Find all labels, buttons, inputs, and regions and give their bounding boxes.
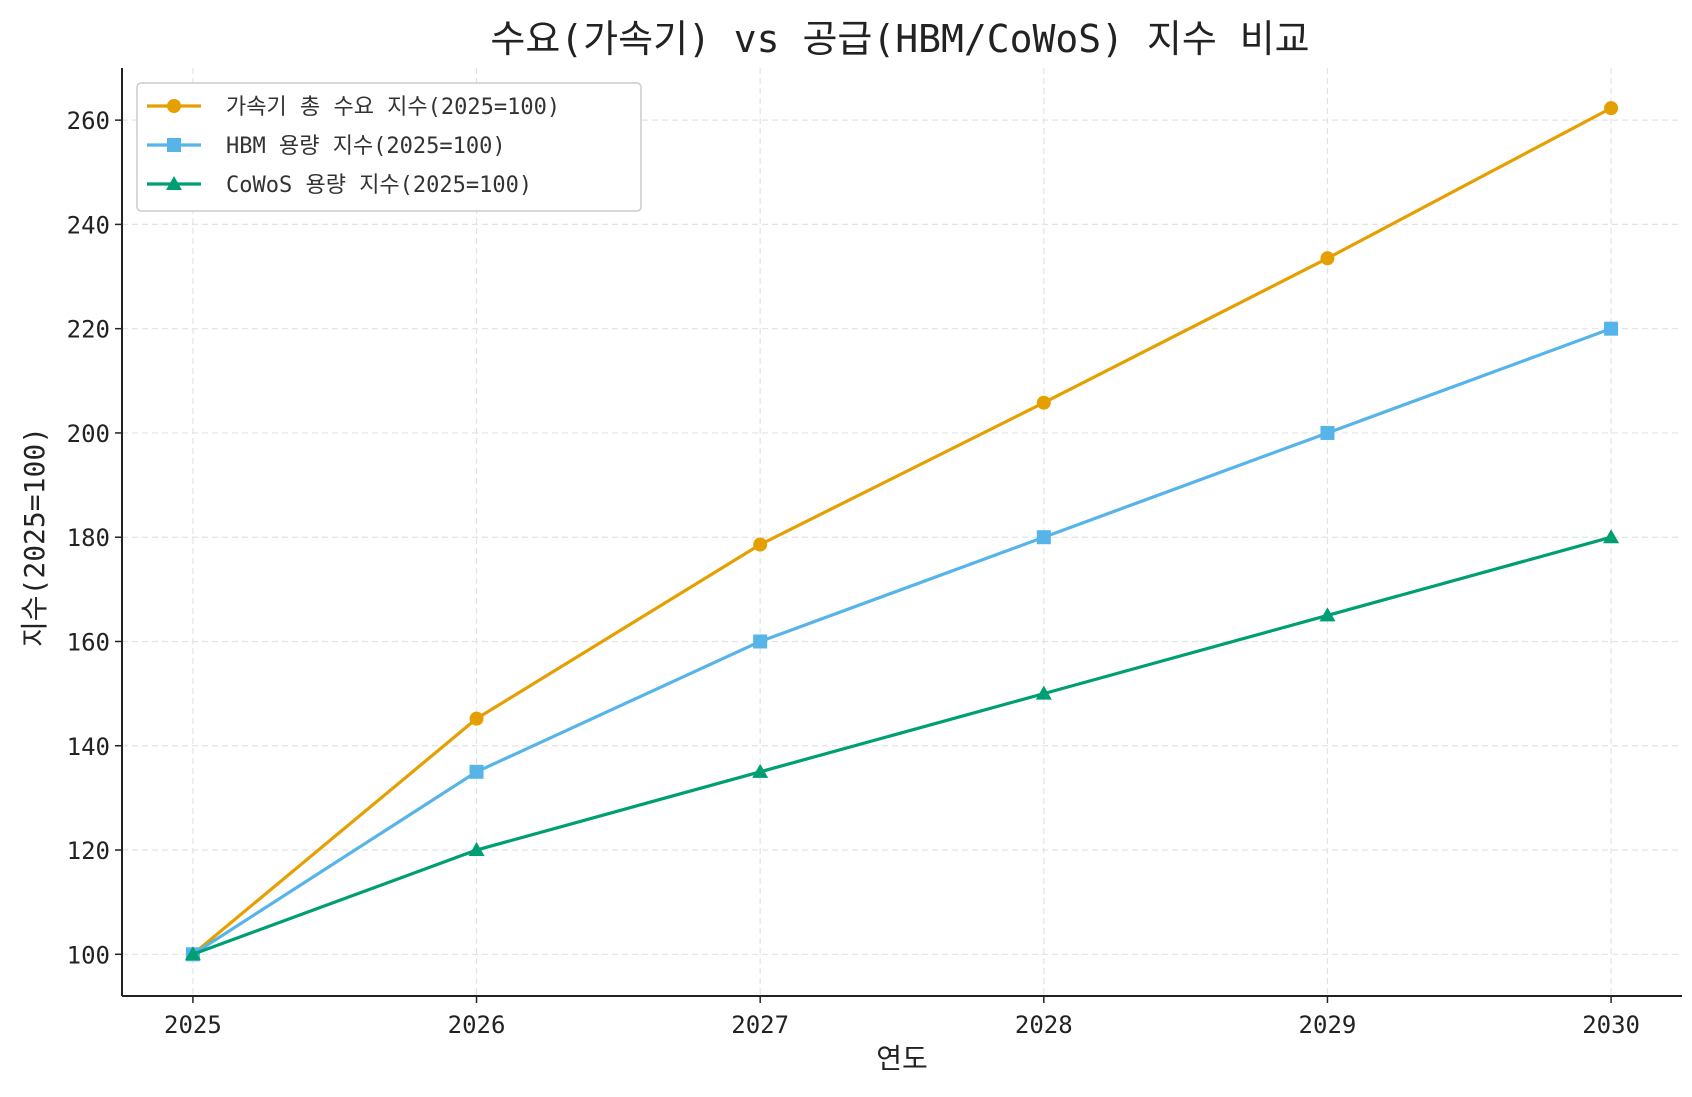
- data-point: [1604, 321, 1619, 336]
- y-tick-label: 180: [67, 524, 110, 552]
- legend: 가속기 총 수요 지수(2025=100) HBM 용량 지수(2025=100)…: [136, 82, 642, 212]
- legend-item: HBM 용량 지수(2025=100): [147, 134, 506, 159]
- legend-marker: [166, 176, 182, 190]
- y-tick-label: 100: [67, 941, 110, 969]
- data-point: [468, 842, 485, 857]
- data-point: [1035, 685, 1052, 700]
- legend-box: [136, 82, 642, 212]
- y-tick-label: 220: [67, 316, 110, 344]
- axes: [115, 68, 1682, 1003]
- legend-item: 가속기 총 수요 지수(2025=100): [147, 95, 560, 120]
- series-3: [184, 529, 1620, 961]
- legend-items: 가속기 총 수요 지수(2025=100) HBM 용량 지수(2025=100)…: [147, 95, 560, 198]
- legend-label: CoWoS 용량 지수(2025=100): [226, 173, 532, 198]
- series-line: [192, 535, 1612, 956]
- series-group: [184, 101, 1620, 962]
- y-axis-label: 지수(2025=100): [18, 427, 51, 647]
- legend-label: HBM 용량 지수(2025=100): [226, 134, 506, 159]
- series-line: [191, 106, 1612, 956]
- x-tick-label: 2025: [164, 1011, 222, 1039]
- data-point: [1320, 425, 1335, 440]
- chart-title: 수요(가속기) vs 공급(HBM/CoWoS) 지수 비교: [490, 17, 1309, 61]
- data-point: [753, 537, 768, 552]
- data-point: [752, 763, 769, 778]
- legend-marker: [167, 99, 181, 113]
- x-tick-label: 2026: [448, 1011, 506, 1039]
- tick-labels: 100 120 140 160 180 200 220 240 260 2025 2026 2027 2…: [67, 107, 1640, 1039]
- x-axis-label: 연도: [876, 1042, 928, 1075]
- legend-label: 가속기 총 수요 지수(2025=100): [226, 95, 560, 120]
- y-tick-label: 260: [67, 107, 110, 135]
- data-point: [469, 711, 484, 726]
- series-1: [185, 101, 1619, 962]
- data-point: [469, 764, 484, 779]
- data-point: [184, 946, 201, 961]
- data-point: [1036, 530, 1051, 545]
- y-tick-label: 160: [67, 628, 110, 656]
- series-line: [192, 327, 1612, 956]
- y-tick-label: 120: [67, 837, 110, 865]
- data-point: [1319, 607, 1336, 622]
- x-tick-label: 2030: [1582, 1011, 1640, 1039]
- data-point: [1036, 395, 1051, 410]
- y-tick-label: 200: [67, 420, 110, 448]
- legend-item: CoWoS 용량 지수(2025=100): [147, 173, 532, 198]
- x-tick-label: 2028: [1015, 1011, 1073, 1039]
- legend-marker: [167, 138, 181, 152]
- x-tick-label: 2029: [1299, 1011, 1357, 1039]
- y-tick-label: 240: [67, 211, 110, 239]
- x-tick-label: 2027: [731, 1011, 789, 1039]
- y-tick-label: 140: [67, 733, 110, 761]
- data-point: [1603, 529, 1620, 544]
- data-point: [753, 634, 768, 649]
- data-point: [1604, 101, 1619, 116]
- data-point: [1320, 251, 1335, 266]
